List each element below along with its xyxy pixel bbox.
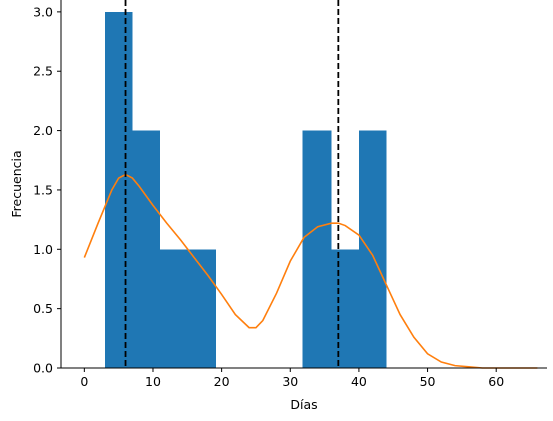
- density-curve-layer: [83, 173, 538, 369]
- y-axis-ticks: 0.0 0.5 1.0 1.5 2.0 2.5 3.0: [33, 4, 61, 376]
- x-axis-label: Días: [290, 397, 317, 412]
- histogram-bar-3: [187, 249, 217, 368]
- y-tick-label: 2.5: [33, 64, 53, 79]
- x-tick-label: 60: [488, 374, 504, 389]
- x-tick-label: 10: [145, 374, 161, 389]
- y-tick-label: 2.0: [33, 123, 53, 138]
- axes: [60, 0, 547, 369]
- histogram-bars: [104, 11, 387, 368]
- density-curve: [83, 173, 538, 369]
- histogram-bar-4: [302, 130, 332, 368]
- x-tick-label: 0: [80, 374, 88, 389]
- y-tick-label: 0.0: [33, 361, 53, 376]
- x-tick-label: 20: [214, 374, 230, 389]
- y-tick-label: 1.5: [33, 182, 53, 197]
- histogram-bar-6: [358, 130, 387, 368]
- y-axis-label: Frecuencia: [9, 150, 24, 217]
- x-tick-label: 30: [282, 374, 298, 389]
- x-axis-ticks: 0 10 20 30 40 50 60: [80, 368, 504, 389]
- histogram-bar-0: [104, 11, 133, 368]
- histogram-bar-5: [331, 249, 359, 368]
- y-tick-label: 1.0: [33, 242, 53, 257]
- reference-lines: [124, 0, 340, 368]
- y-tick-label: 0.5: [33, 301, 53, 316]
- histogram-bar-1: [132, 130, 160, 368]
- x-tick-label: 40: [351, 374, 367, 389]
- histogram-bar-2: [159, 249, 188, 368]
- y-tick-label: 3.0: [33, 4, 53, 19]
- x-tick-label: 50: [420, 374, 436, 389]
